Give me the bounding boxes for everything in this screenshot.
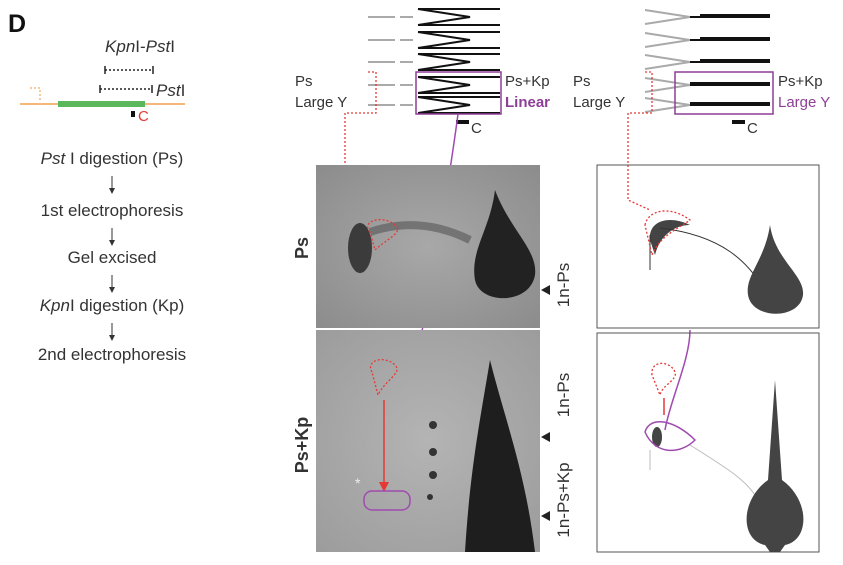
arc-shape bbox=[650, 220, 690, 255]
text-part: Pst bbox=[41, 149, 67, 168]
step-arrowhead bbox=[109, 188, 115, 194]
step-arrowhead bbox=[109, 335, 115, 341]
molecule bbox=[418, 77, 500, 93]
step: 2nd electrophoresis bbox=[38, 345, 186, 364]
molecule bbox=[418, 54, 500, 70]
label: Large Y bbox=[778, 94, 830, 111]
label: Ps+Kp bbox=[778, 73, 823, 90]
red-outline bbox=[652, 363, 676, 395]
line bbox=[650, 445, 755, 495]
molecule bbox=[645, 33, 690, 47]
probe-label: C bbox=[138, 108, 149, 125]
molecules-right bbox=[645, 10, 770, 112]
molecule bbox=[418, 32, 500, 48]
molecule bbox=[645, 55, 690, 69]
label: Ps bbox=[295, 73, 313, 90]
text-part: 2nd electrophoresis bbox=[38, 345, 186, 364]
probe-mark bbox=[456, 120, 469, 124]
label: Linear bbox=[505, 94, 550, 111]
label: Ps+Kp bbox=[505, 73, 550, 90]
page: D KpnI-PstI PstI C Pst I digestion (Ps)1… bbox=[0, 0, 843, 565]
marker-label: 1n-Ps+Kp bbox=[554, 462, 573, 537]
probe-mark bbox=[131, 111, 135, 117]
band bbox=[348, 223, 372, 273]
text-part: Pst bbox=[156, 81, 182, 100]
highlight-box bbox=[675, 72, 773, 114]
probe-label: C bbox=[471, 120, 482, 137]
step-arrowhead bbox=[109, 287, 115, 293]
red-link bbox=[628, 72, 652, 210]
step: KpnI digestion (Kp) bbox=[40, 296, 185, 315]
figure: D KpnI-PstI PstI C Pst I digestion (Ps)1… bbox=[0, 0, 843, 560]
label: Ps bbox=[573, 73, 591, 90]
row-label: Ps+Kp bbox=[292, 417, 312, 474]
label: Large Y bbox=[295, 94, 347, 111]
step-arrowhead bbox=[109, 240, 115, 246]
probe-mark bbox=[732, 120, 745, 124]
step: 1st electrophoresis bbox=[41, 201, 184, 220]
molecule bbox=[418, 9, 500, 25]
orange-mark bbox=[30, 88, 40, 101]
smear-shape bbox=[747, 380, 804, 552]
text-part: Gel excised bbox=[68, 248, 157, 267]
enzyme-pair: KpnI-PstI bbox=[105, 37, 175, 56]
text-part: I digestion (Ps) bbox=[65, 149, 183, 168]
step: Gel excised bbox=[68, 248, 157, 267]
step: Pst I digestion (Ps) bbox=[41, 149, 184, 168]
text-part: I- bbox=[135, 37, 145, 56]
text-part: Pst bbox=[146, 37, 172, 56]
text-part: Kpn bbox=[40, 296, 70, 315]
text-part: 1st electrophoresis bbox=[41, 201, 184, 220]
molecules-left bbox=[368, 9, 500, 113]
fragments bbox=[100, 66, 153, 93]
row-label: Ps bbox=[292, 237, 312, 259]
probe-label: C bbox=[747, 120, 758, 137]
molecule bbox=[690, 83, 770, 85]
marker-arrows bbox=[541, 285, 550, 521]
molecule bbox=[690, 38, 770, 40]
panel-label: D bbox=[8, 10, 26, 38]
text-part: Kpn bbox=[105, 37, 135, 56]
molecule bbox=[645, 10, 690, 24]
text-part: I bbox=[181, 81, 186, 100]
molecule bbox=[418, 97, 500, 113]
molecule bbox=[690, 103, 770, 105]
spot bbox=[748, 225, 803, 314]
asterisk: * bbox=[355, 475, 361, 491]
marker-label: 1n-Ps bbox=[554, 263, 573, 307]
enzyme-single: PstI bbox=[156, 81, 185, 100]
text-part: I bbox=[170, 37, 175, 56]
molecule bbox=[690, 15, 770, 17]
text-part: I digestion (Kp) bbox=[70, 296, 184, 315]
label: Large Y bbox=[573, 94, 625, 111]
purple-link bbox=[665, 330, 690, 430]
steps: Pst I digestion (Ps) 1st electrophoresis G… bbox=[38, 149, 186, 364]
molecule bbox=[690, 60, 770, 62]
marker-label: 1n-Ps bbox=[554, 373, 573, 417]
